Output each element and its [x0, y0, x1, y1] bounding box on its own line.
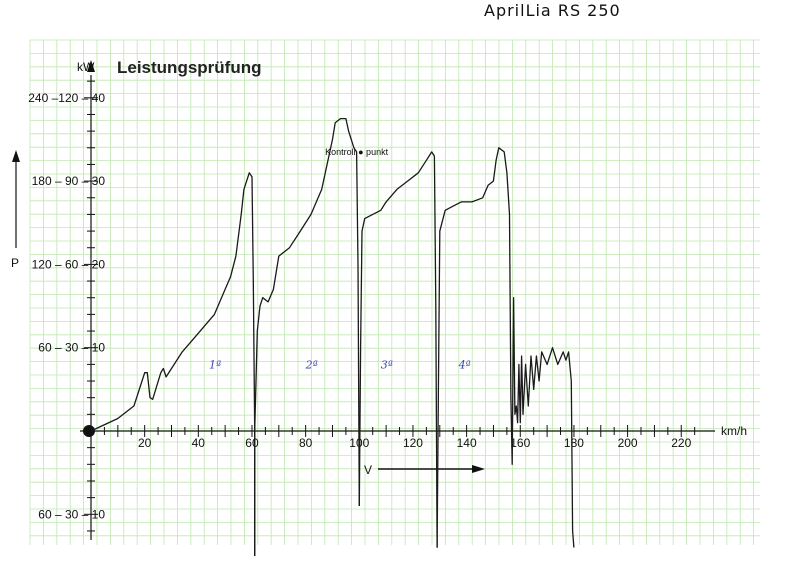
x-tick-label: 40 — [192, 436, 206, 450]
power-curve-gear-3 — [358, 151, 438, 548]
x-tick-label: 60 — [245, 436, 259, 450]
axes — [12, 60, 715, 540]
gear-label: 4ª — [458, 359, 471, 372]
x-tick-label: 220 — [671, 436, 691, 450]
handwritten-note: AprilLia RS 250 — [484, 1, 621, 20]
direction-label: V — [364, 463, 372, 477]
chart-title: Leistungsprüfung — [117, 58, 261, 77]
y-axis-label: P — [11, 256, 19, 270]
power-curve-gear-2 — [254, 117, 360, 556]
grid — [29, 39, 760, 545]
y-tick-label: 240 –120 – 40 — [28, 91, 105, 105]
x-axis-label: km/h — [721, 424, 747, 438]
p-arrow-head — [12, 150, 20, 162]
gear-label: 3ª — [381, 359, 393, 372]
y-tick-label: 60 – 30 – 10 — [38, 341, 105, 355]
x-tick-label: 200 — [618, 436, 638, 450]
power-curve-gear-4 — [436, 147, 575, 548]
series — [90, 117, 575, 556]
labels: Leistungsprüfung AprilLia RS 250 kW km/h… — [11, 1, 747, 477]
y-unit-label: kW — [77, 60, 95, 74]
y-tick-label: 60 – 30 – 10 — [38, 507, 105, 521]
x-tick-label: 80 — [299, 436, 313, 450]
power-curve-gear-1 — [90, 172, 256, 556]
gear-label: 2ª — [305, 359, 318, 372]
x-tick-label: 140 — [457, 436, 477, 450]
x-tick-label: 120 — [403, 436, 423, 450]
y-tick-label: 120 – 60 – 20 — [32, 257, 106, 271]
gear-label: 1ª — [209, 359, 221, 372]
origin-marker — [83, 425, 95, 437]
y-tick-label: 180 – 90 – 30 — [32, 174, 106, 188]
y-axis-arrowhead — [87, 60, 95, 72]
kontrollpunkt-label: Kontroll ● punkt — [325, 147, 388, 157]
x-tick-label: 20 — [138, 436, 152, 450]
x-tick-label: 160 — [510, 436, 530, 450]
v-arrow-head — [472, 465, 485, 473]
x-tick-label: 180 — [564, 436, 584, 450]
